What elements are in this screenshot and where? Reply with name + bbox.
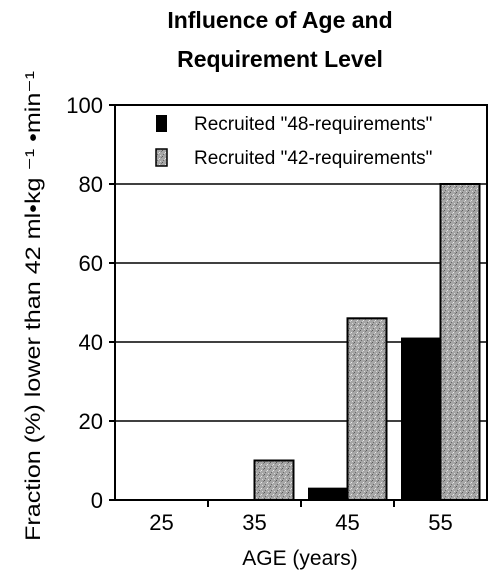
y-axis-ticks: 0 20 40 60 80 100 xyxy=(66,93,115,513)
bar-48-requirements-45 xyxy=(308,487,348,501)
y-tick-label: 100 xyxy=(66,93,103,118)
bar-42-requirements-55 xyxy=(439,183,481,501)
bars xyxy=(253,183,481,501)
x-tick-label: 45 xyxy=(335,510,359,535)
legend-label-42-requirements: Recruited "42-requirements" xyxy=(194,148,432,169)
legend-swatch-48-requirements xyxy=(156,115,167,132)
x-axis-ticks: 25 35 45 55 xyxy=(149,500,453,535)
y-tick-label: 80 xyxy=(79,172,103,197)
x-tick-label: 25 xyxy=(149,510,173,535)
legend: Recruited "48-requirements" Recruited "4… xyxy=(155,114,432,169)
chart-title-line-2: Requirement Level xyxy=(177,46,383,72)
y-axis-title: Fraction (%) lower than 42 ml•kg ⁻¹ •min… xyxy=(22,71,45,541)
chart-title-line-1: Influence of Age and xyxy=(167,7,392,33)
x-tick-label: 55 xyxy=(428,510,452,535)
bar-42-requirements-45 xyxy=(346,317,388,501)
legend-label-48-requirements: Recruited "48-requirements" xyxy=(194,114,432,135)
x-tick-label: 35 xyxy=(242,510,266,535)
y-tick-label: 0 xyxy=(91,488,103,513)
bar-48-requirements-55 xyxy=(401,337,441,501)
y-tick-label: 20 xyxy=(79,409,103,434)
y-tick-label: 60 xyxy=(79,251,103,276)
x-axis-title: AGE (years) xyxy=(242,547,358,570)
y-tick-label: 40 xyxy=(79,330,103,355)
bar-42-requirements-35 xyxy=(253,459,295,501)
legend-swatch-42-requirements xyxy=(155,148,168,167)
